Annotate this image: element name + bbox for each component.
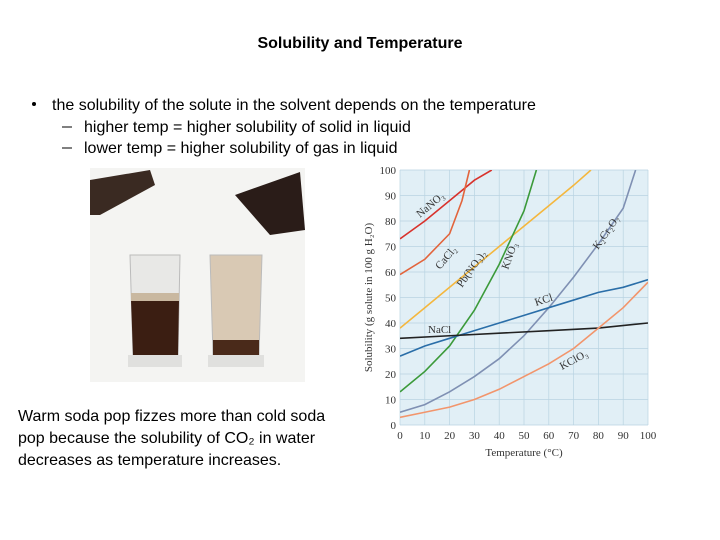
- x-tick-label: 80: [593, 430, 605, 442]
- y-tick-label: 0: [391, 420, 397, 432]
- series-label: KCl: [533, 292, 554, 309]
- y-tick-label: 70: [385, 242, 397, 254]
- caption: decreases as temperature increases.: [18, 452, 281, 469]
- y-tick-label: 100: [380, 165, 397, 177]
- x-tick-label: 0: [397, 430, 403, 442]
- series-label: NaCl: [428, 324, 451, 336]
- y-tick-label: 10: [385, 395, 397, 407]
- x-tick-label: 100: [640, 430, 657, 442]
- x-tick-label: 20: [444, 430, 456, 442]
- series-line: [400, 170, 471, 276]
- y-axis-title: Solubility (g solute in 100 g H₂O): [363, 223, 375, 373]
- solubility-chart: 0 10 20 30 40 50 60 70 80 90 100 0 10 20 30 40 50 60 70 80 9…: [363, 165, 657, 459]
- series-line: [400, 170, 493, 240]
- sub-bullet: lower temp = higher solubility of gas in…: [84, 140, 398, 157]
- series-line: [400, 278, 648, 357]
- y-tick-label: 30: [385, 344, 397, 356]
- title: Solubility and Temperature: [257, 35, 462, 52]
- series-line: [400, 170, 637, 414]
- y-tick-label: 80: [385, 216, 397, 228]
- x-tick-label: 70: [568, 430, 580, 442]
- x-tick-label: 60: [543, 430, 555, 442]
- soda-photo: [90, 168, 305, 382]
- bullet-dot: [32, 102, 36, 106]
- y-tick-label: 90: [385, 191, 397, 203]
- x-tick-label: 10: [419, 430, 431, 442]
- x-tick-label: 40: [494, 430, 506, 442]
- x-tick-label: 50: [519, 430, 531, 442]
- y-tick-label: 50: [385, 293, 397, 305]
- series-line: [400, 170, 538, 393]
- y-tick-label: 20: [385, 369, 397, 381]
- series-line: [400, 281, 648, 419]
- series-line: [400, 170, 592, 329]
- x-axis-title: Temperature (°C): [485, 447, 563, 459]
- x-tick-label: 30: [469, 430, 481, 442]
- series-line: [400, 322, 648, 340]
- x-tick-label: 90: [618, 430, 630, 442]
- y-tick-label: 40: [385, 318, 397, 330]
- y-tick-label: 60: [385, 267, 397, 279]
- sub-bullet: higher temp = higher solubility of solid…: [84, 119, 411, 136]
- caption: pop because the solubility of CO₂ in wat…: [18, 430, 316, 447]
- caption: Warm soda pop fizzes more than cold soda: [18, 408, 325, 425]
- bullet-text: the solubility of the solute in the solv…: [52, 97, 536, 114]
